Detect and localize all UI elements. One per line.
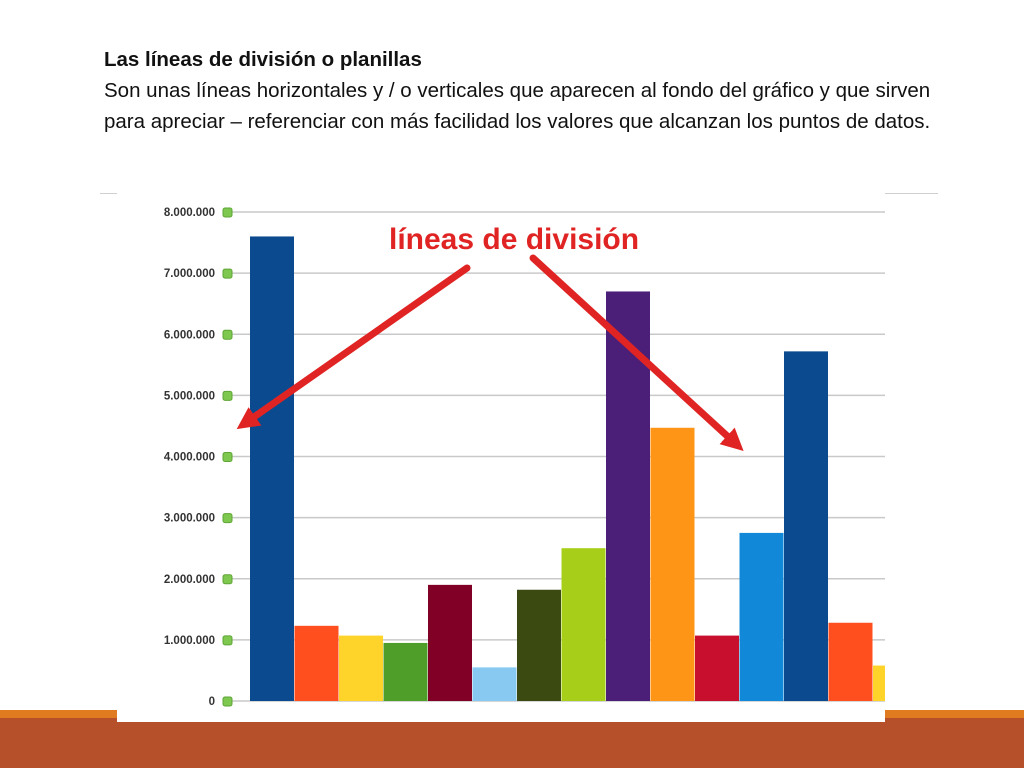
bar — [294, 625, 339, 701]
bar — [472, 667, 517, 701]
bar — [784, 351, 828, 701]
y-tick-marker — [222, 696, 233, 707]
y-tick-label: 8.000.000 — [164, 207, 215, 219]
y-tick-label: 3.000.000 — [164, 513, 215, 525]
bar — [828, 622, 873, 701]
y-tick-marker — [222, 390, 233, 401]
y-tick-label: 7.000.000 — [164, 268, 215, 280]
slide-heading: Las líneas de división o planillas — [104, 48, 422, 71]
y-tick-marker — [222, 207, 233, 218]
y-tick-label: 6.000.000 — [164, 329, 215, 341]
y-axis: 0 1.000.000 2.000.000 3.000.000 4.000.000 5.0… — [164, 207, 233, 708]
footer-band — [0, 718, 1024, 768]
y-tick-label: 0 — [209, 696, 215, 708]
y-tick-marker — [222, 574, 233, 585]
slide-text: Las líneas de división o planillas Son u… — [104, 44, 954, 137]
bar — [428, 584, 472, 701]
y-tick-marker — [222, 329, 233, 340]
slide-body: Son unas líneas horizontales y / o verti… — [104, 79, 931, 133]
bar — [339, 635, 383, 701]
bar — [606, 291, 650, 701]
bars — [250, 236, 885, 701]
top-rule-left — [100, 193, 120, 194]
y-tick-label: 2.000.000 — [164, 574, 215, 586]
y-tick-label: 4.000.000 — [164, 452, 215, 464]
bar — [517, 589, 561, 701]
bar — [383, 642, 428, 701]
bar — [873, 665, 885, 701]
annotation-arrow-right — [529, 254, 744, 452]
chart-panel: 0 1.000.000 2.000.000 3.000.000 4.000.000 5.0… — [117, 188, 885, 722]
top-rule-right — [884, 193, 938, 194]
bar — [561, 548, 606, 701]
y-tick-marker — [222, 452, 233, 462]
y-tick-marker — [222, 513, 233, 524]
y-tick-label: 5.000.000 — [164, 390, 215, 402]
bar — [739, 532, 784, 701]
y-tick-marker — [222, 635, 233, 646]
bar — [250, 236, 294, 701]
bar — [650, 427, 695, 701]
y-tick-label: 1.000.000 — [164, 635, 215, 647]
annotation: líneas de división — [236, 223, 744, 452]
bar-chart: 0 1.000.000 2.000.000 3.000.000 4.000.000 5.0… — [117, 188, 885, 722]
annotation-label: líneas de división — [389, 223, 639, 256]
bar — [695, 635, 739, 701]
annotation-arrow-left — [236, 264, 471, 430]
y-tick-marker — [222, 268, 233, 279]
